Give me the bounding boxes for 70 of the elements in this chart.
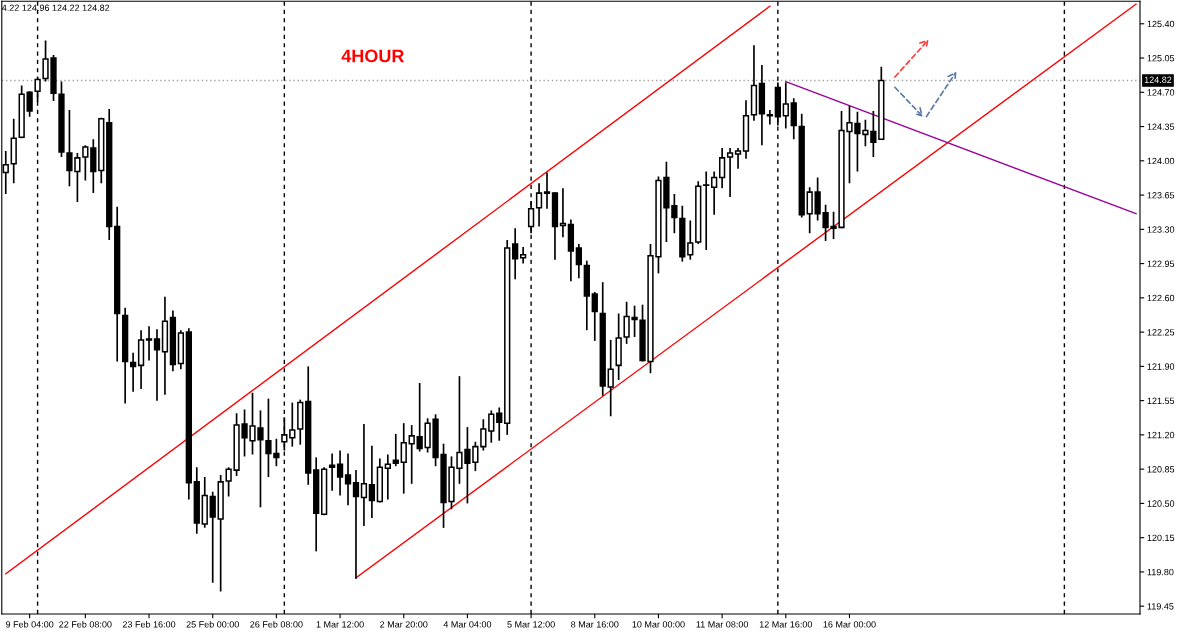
candlestick xyxy=(488,409,495,444)
candlestick xyxy=(400,422,407,495)
y-tick-label: 121.20 xyxy=(1147,431,1175,439)
x-tick-label: 26 Feb 08:00 xyxy=(250,620,303,628)
x-tick-label: 4 Mar 04:00 xyxy=(443,621,492,628)
candlestick xyxy=(527,200,535,235)
candlestick xyxy=(790,97,797,141)
candlestick xyxy=(519,246,527,265)
candlestick xyxy=(384,453,391,501)
y-tick-label: 125.05 xyxy=(1147,55,1175,62)
y-tick-label: 120.85 xyxy=(1147,466,1175,473)
candlestick xyxy=(209,490,216,584)
candlestick xyxy=(153,328,161,402)
x-tick-label: 10 Mar 00:00 xyxy=(632,621,685,628)
x-tick-label: 16 Mar 00:00 xyxy=(823,621,876,628)
candlestick xyxy=(575,243,583,280)
candlestick xyxy=(766,109,774,126)
x-tick-label: 1 Mar 12:00 xyxy=(316,621,364,628)
candlestick xyxy=(734,147,742,170)
x-tick-label: 12 Mar 16:00 xyxy=(759,621,813,628)
x-tick-label: 2 Mar 20:00 xyxy=(380,621,428,628)
candlestick xyxy=(687,219,694,261)
candlestick xyxy=(496,406,503,442)
candlestick xyxy=(512,227,519,281)
y-tick-label: 122.25 xyxy=(1147,329,1175,336)
candlestick xyxy=(535,182,543,228)
y-tick-label: 124.70 xyxy=(1147,89,1175,96)
candlestick xyxy=(145,325,153,362)
x-tick-label: 23 Feb 16:00 xyxy=(122,620,176,628)
y-tick-label: 120.15 xyxy=(1147,534,1175,542)
candlestick xyxy=(703,170,710,251)
y-tick-label: 123.30 xyxy=(1147,226,1175,233)
candlestick xyxy=(718,147,726,190)
annotation: 4.22 124.96 124.22 124.82 xyxy=(1,4,110,11)
x-tick-label: 8 Mar 16:00 xyxy=(571,621,619,628)
candlestick xyxy=(607,339,614,418)
y-tick-label: 124.00 xyxy=(1147,157,1175,165)
y-tick-label: 122.95 xyxy=(1147,260,1175,267)
y-tick-label: 123.65 xyxy=(1147,192,1175,199)
y-tick-label: 124.35 xyxy=(1147,123,1175,130)
candlestick xyxy=(352,469,360,580)
y-tick-label: 122.60 xyxy=(1147,294,1175,302)
candlestick xyxy=(782,81,789,130)
x-tick-label: 5 Mar 12:00 xyxy=(507,621,555,628)
y-tick-label: 121.90 xyxy=(1147,363,1175,370)
y-tick-label: 125.40 xyxy=(1147,20,1175,28)
x-tick-label: 9 Feb 04:00 xyxy=(5,620,54,628)
candlestick xyxy=(543,171,551,210)
candlestick xyxy=(336,449,344,497)
y-tick-label: 119.45 xyxy=(1147,603,1174,610)
x-tick-label: 11 Mar 08:00 xyxy=(696,621,749,628)
candlestick xyxy=(591,291,598,342)
y-tick-label: 120.50 xyxy=(1147,500,1175,507)
candlestick xyxy=(711,170,718,216)
candlestick xyxy=(328,452,336,492)
candlestick xyxy=(368,444,376,519)
candlestick xyxy=(129,351,137,393)
annotation: 4HOUR xyxy=(341,49,405,63)
candlestick xyxy=(408,424,415,485)
x-tick-label: 22 Feb 08:00 xyxy=(59,620,112,628)
ref-line-label: 124.82 xyxy=(1144,76,1172,83)
candlestick xyxy=(289,401,296,448)
candlestick xyxy=(726,147,734,198)
y-tick-label: 119.80 xyxy=(1147,568,1174,576)
y-tick-label: 121.55 xyxy=(1147,397,1175,404)
candlestick xyxy=(344,452,352,507)
x-tick-label: 25 Feb 00:00 xyxy=(186,620,239,628)
candlestick xyxy=(559,187,567,238)
candlestick xyxy=(392,433,399,468)
candlestick xyxy=(360,423,368,527)
